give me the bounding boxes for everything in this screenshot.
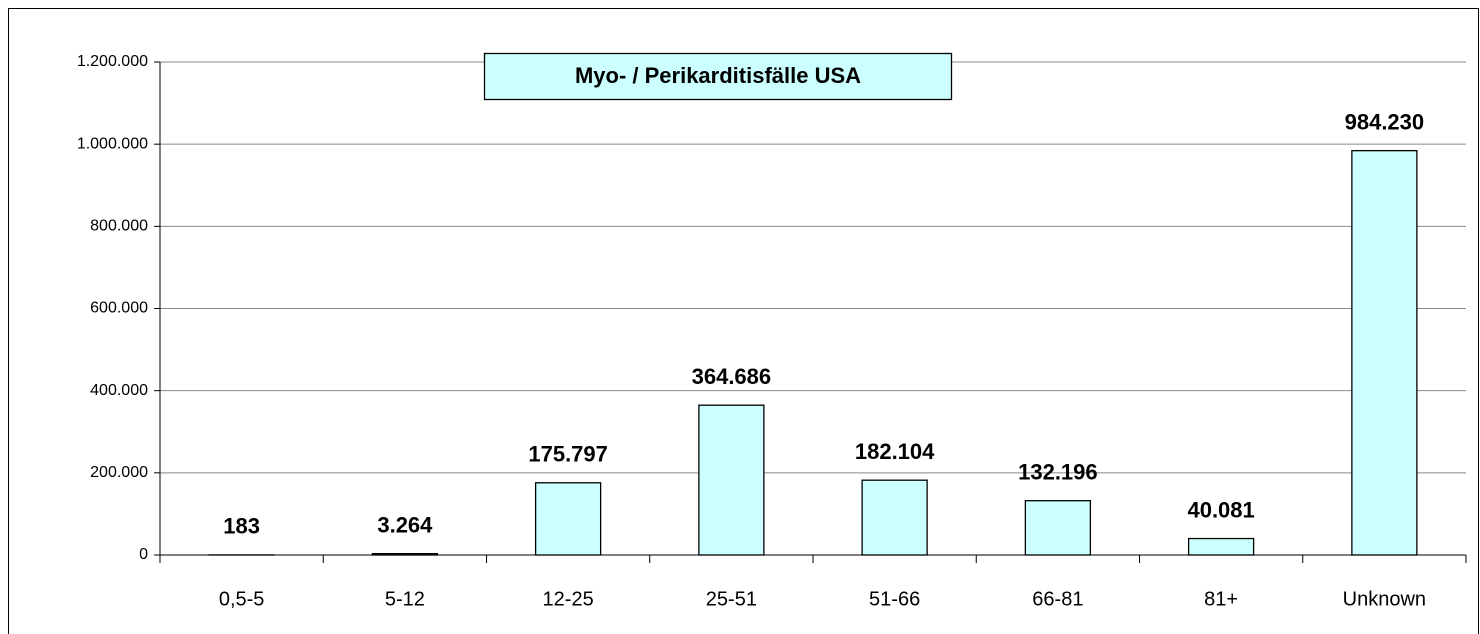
bar xyxy=(1024,500,1092,556)
y-tick-label: 400.000 xyxy=(90,382,148,399)
x-tick-label: 25-51 xyxy=(706,588,757,610)
chart-title: Myo- / Perikarditisfälle USA xyxy=(575,63,861,88)
bar xyxy=(371,553,439,556)
bar xyxy=(1187,537,1255,556)
data-label: 984.230 xyxy=(1345,109,1425,134)
chart-border xyxy=(8,8,1479,634)
x-tick-label: 51-66 xyxy=(869,588,920,610)
y-tick-label: 600.000 xyxy=(90,300,148,317)
x-tick-label: 5-12 xyxy=(385,588,425,610)
x-tick-label: 81+ xyxy=(1204,588,1238,610)
data-label: 132.196 xyxy=(1018,460,1098,485)
y-tick-label: 800.000 xyxy=(90,218,148,235)
data-label: 364.686 xyxy=(692,364,772,389)
data-label: 3.264 xyxy=(377,512,433,537)
bar xyxy=(861,479,928,556)
y-tick-label: 200.000 xyxy=(90,464,148,481)
data-label: 175.797 xyxy=(528,442,608,467)
data-label: 40.081 xyxy=(1187,497,1254,522)
bar xyxy=(534,482,602,556)
y-tick-label: 0 xyxy=(139,546,148,563)
x-tick-label: 0,5-5 xyxy=(219,588,265,610)
x-tick-label: 66-81 xyxy=(1032,588,1083,610)
y-tick-label: 1.200.000 xyxy=(77,53,148,70)
x-tick-label: 12-25 xyxy=(543,588,594,610)
bar xyxy=(1351,149,1418,556)
data-label: 183 xyxy=(223,514,260,539)
title-box xyxy=(483,52,953,101)
data-label: 182.104 xyxy=(855,439,935,464)
y-tick-label: 1.000.000 xyxy=(77,135,148,152)
x-tick-label: Unknown xyxy=(1343,588,1426,610)
bar xyxy=(698,404,765,556)
